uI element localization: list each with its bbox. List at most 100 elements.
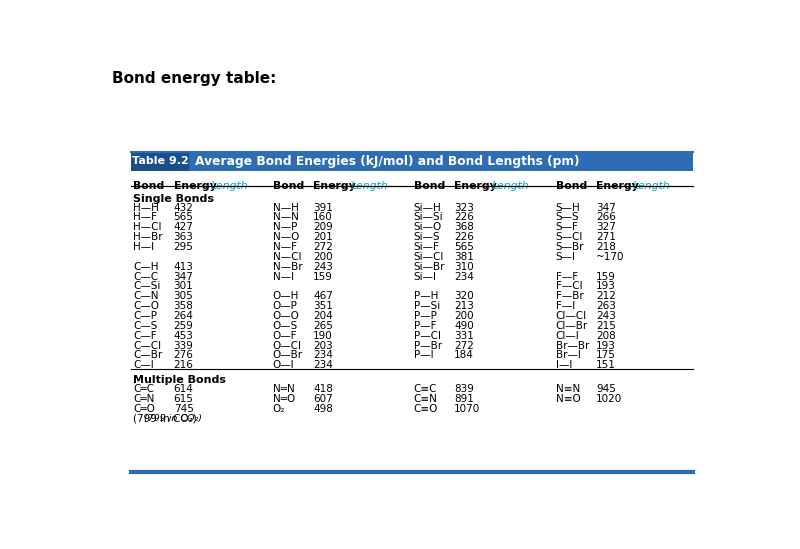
Text: 226: 226 [454,212,474,222]
Text: O—Br: O—Br [273,350,303,360]
Text: C—O: C—O [134,301,159,311]
Text: H—I: H—I [134,242,154,252]
Text: 226: 226 [454,232,474,242]
Text: S—I: S—I [556,252,576,262]
Text: N═O: N═O [273,394,295,404]
Text: 234: 234 [313,360,333,370]
Text: 891: 891 [454,394,474,404]
Text: 453: 453 [174,330,194,341]
Text: N═N: N═N [273,384,294,394]
Text: N—F: N—F [273,242,297,252]
Text: O—I: O—I [273,360,294,370]
Text: C≡C: C≡C [414,384,438,394]
Text: 323: 323 [454,203,474,212]
Text: Si—Si: Si—Si [414,212,443,222]
Text: H—H: H—H [134,203,159,212]
Text: 266: 266 [596,212,616,222]
Text: 184: 184 [454,350,474,360]
Text: 347: 347 [596,203,616,212]
Text: 203: 203 [313,340,333,351]
Text: 160: 160 [313,212,333,222]
Text: 200: 200 [313,252,333,262]
Text: 201: 201 [313,232,333,242]
Text: (799 in CO₂): (799 in CO₂) [144,414,202,423]
Text: N—N: N—N [273,212,298,222]
Text: 272: 272 [454,340,474,351]
Text: 263: 263 [596,301,616,311]
Text: (799 in CO₂): (799 in CO₂) [134,414,197,424]
Text: P—H: P—H [414,292,438,301]
Text: C═N: C═N [134,394,154,404]
Text: 347: 347 [174,272,194,282]
Text: Si—F: Si—F [414,242,440,252]
Text: H—F: H—F [134,212,158,222]
Text: N≡O: N≡O [556,394,581,404]
Text: Si—I: Si—I [414,272,437,282]
Text: 427: 427 [174,222,194,232]
Text: Bond: Bond [273,181,304,192]
Text: 159: 159 [313,272,333,282]
Text: C—Br: C—Br [134,350,162,360]
Text: 204: 204 [313,311,333,321]
Text: Bond: Bond [134,181,165,192]
Text: 432: 432 [174,203,194,212]
Text: 264: 264 [174,311,194,321]
Text: C═O: C═O [134,404,155,414]
Text: Energy: Energy [313,181,356,192]
Text: 368: 368 [454,222,474,232]
Text: Cl—Cl: Cl—Cl [556,311,587,321]
Text: C—F: C—F [134,330,157,341]
Text: F—Cl: F—Cl [556,282,582,292]
Text: 212: 212 [596,292,616,301]
Text: 243: 243 [313,262,333,272]
Text: 1020: 1020 [596,394,622,404]
Text: 339: 339 [174,340,194,351]
Text: 839: 839 [454,384,474,394]
Text: 259: 259 [174,321,194,331]
Text: N—Br: N—Br [273,262,302,272]
Text: 208: 208 [596,330,616,341]
Text: N—I: N—I [273,272,294,282]
Text: Energy: Energy [454,181,497,192]
Text: 614: 614 [174,384,194,394]
Text: 213: 213 [454,301,474,311]
FancyBboxPatch shape [131,152,189,171]
Text: 310: 310 [454,262,474,272]
Text: 243: 243 [596,311,616,321]
Text: 363: 363 [174,232,194,242]
Text: C—Si: C—Si [134,282,161,292]
Text: Bond: Bond [414,181,445,192]
Text: 200: 200 [454,311,474,321]
Text: Si—S: Si—S [414,232,441,242]
Text: N—O: N—O [273,232,299,242]
Text: Length: Length [211,181,249,192]
Text: S—Br: S—Br [556,242,584,252]
Text: S—S: S—S [556,212,579,222]
Text: 467: 467 [313,292,333,301]
Text: Si—Cl: Si—Cl [414,252,444,262]
Text: 190: 190 [313,330,333,341]
Text: P—Cl: P—Cl [414,330,441,341]
Text: Single Bonds: Single Bonds [134,194,214,204]
Text: 945: 945 [596,384,616,394]
Text: O—O: O—O [273,311,300,321]
Text: N≡N: N≡N [556,384,580,394]
Text: C—P: C—P [134,311,158,321]
Text: 271: 271 [596,232,616,242]
Text: O—F: O—F [273,330,298,341]
Text: 331: 331 [454,330,474,341]
Text: F—F: F—F [556,272,578,282]
Text: P—Si: P—Si [414,301,440,311]
Text: 218: 218 [596,242,616,252]
Text: C—N: C—N [134,292,159,301]
Text: 209: 209 [313,222,333,232]
Text: 391: 391 [313,203,333,212]
Text: 265: 265 [313,321,333,331]
Text: 745: 745 [174,404,194,414]
Text: S—H: S—H [556,203,581,212]
Text: ~170: ~170 [596,252,625,262]
Text: C—S: C—S [134,321,158,331]
Text: 175: 175 [596,350,616,360]
Text: C—I: C—I [134,360,154,370]
Text: Cl—Br: Cl—Br [556,321,588,331]
